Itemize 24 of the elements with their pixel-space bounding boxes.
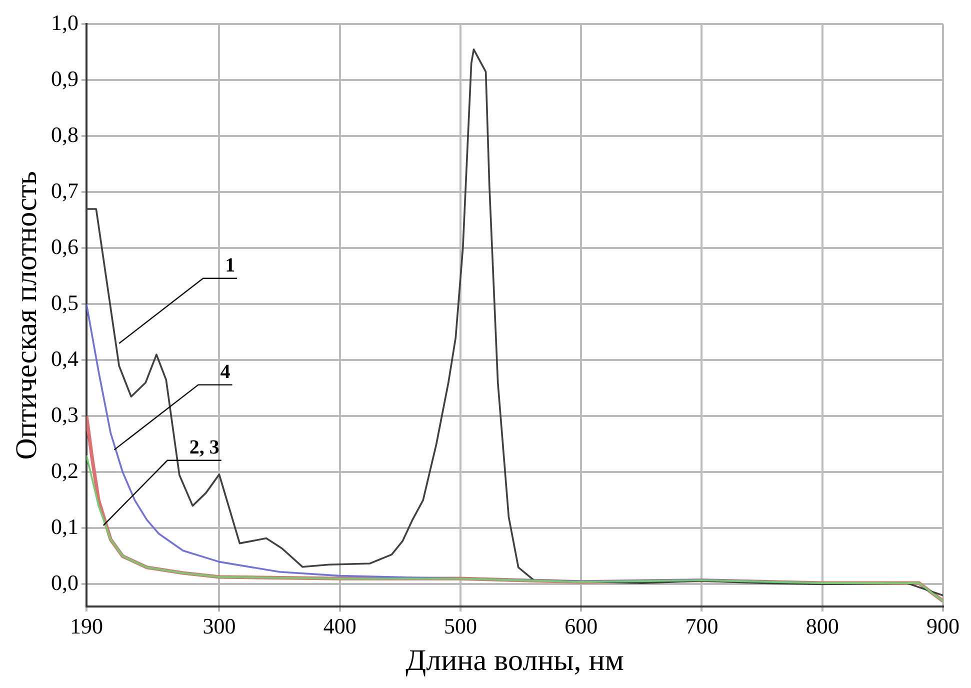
y-tick-label: 0,9 — [51, 66, 78, 91]
x-tick-label: 800 — [806, 614, 839, 639]
x-tick-label: 500 — [444, 614, 477, 639]
y-tick-label: 0,4 — [51, 346, 78, 371]
y-tick-label: 1,0 — [51, 10, 78, 35]
x-tick-label: 900 — [926, 614, 960, 639]
x-tick-label: 700 — [685, 614, 718, 639]
x-axis-title: Длина волны, нм — [406, 644, 624, 677]
y-tick-label: 0,1 — [51, 514, 78, 539]
x-tick-label: 600 — [564, 614, 598, 639]
annotation: 2, 3 — [189, 436, 220, 459]
annotation: 1 — [225, 254, 236, 277]
y-axis-title: Оптическая плотность — [10, 171, 43, 460]
x-tick-label: 300 — [202, 614, 236, 639]
y-tick-label: 0,5 — [51, 290, 78, 315]
y-tick-label: 0,2 — [51, 458, 78, 483]
y-tick-label: 0,7 — [51, 178, 78, 203]
y-tick-label: 0,3 — [51, 402, 78, 427]
y-tick-label: 0,0 — [51, 570, 78, 595]
annotation: 4 — [220, 360, 230, 383]
x-tick-label: 190 — [70, 614, 103, 639]
y-tick-label: 0,6 — [51, 234, 78, 259]
y-tick-label: 0,8 — [51, 122, 78, 147]
x-tick-label: 400 — [323, 614, 356, 639]
